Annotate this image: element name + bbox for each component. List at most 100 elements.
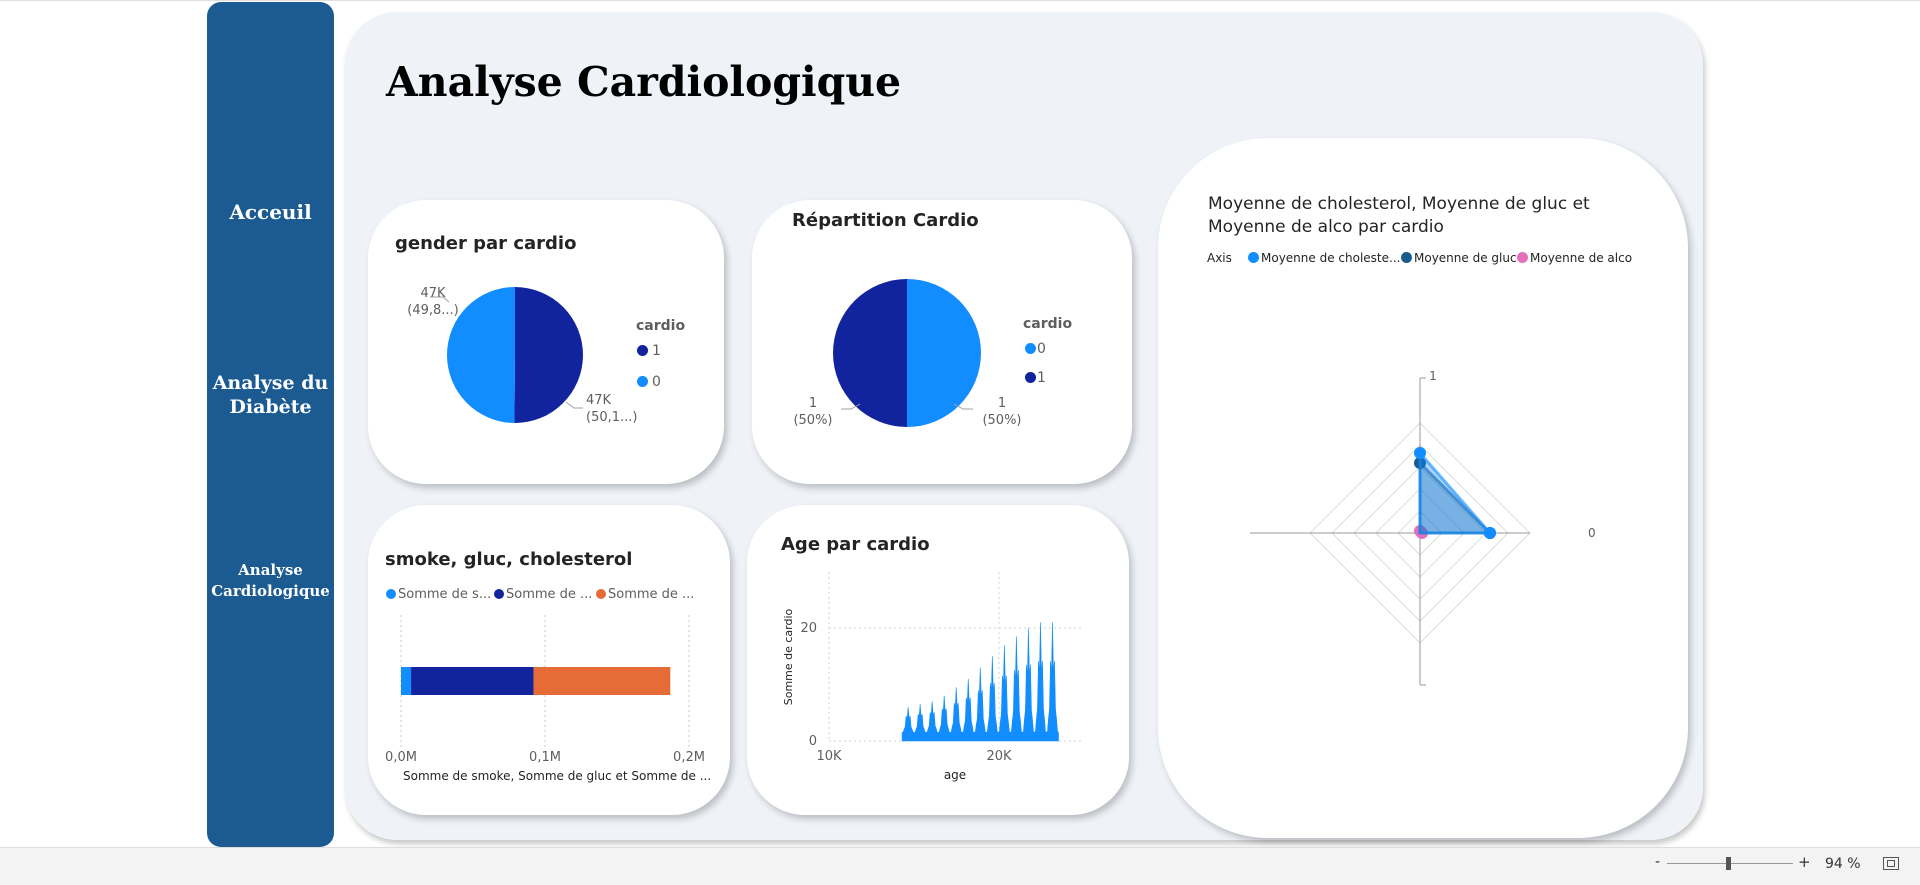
zoom-in-button[interactable]: +: [1798, 853, 1811, 871]
radar-title: Moyenne de cholesterol, Moyenne de gluc …: [1208, 193, 1648, 239]
age-x-axis-title: age: [944, 768, 966, 782]
status-bar: [0, 847, 1920, 885]
nav-analyse-diabete[interactable]: Analyse du Diabète: [207, 371, 334, 419]
zoom-out-button[interactable]: -: [1655, 854, 1661, 870]
radar-title-line1: Moyenne de cholesterol, Moyenne de gluc …: [1208, 194, 1590, 214]
gender-label-left: 47K (49,8...): [398, 285, 468, 319]
nav-acceuil[interactable]: Acceuil: [207, 200, 334, 224]
repartition-label-right-pct: (50%): [982, 413, 1022, 428]
repartition-label-left-value: 1: [808, 396, 818, 411]
gender-legend-title: cardio: [636, 318, 686, 334]
gender-legend-label-1: 1: [652, 343, 661, 359]
radar-axis-label-right: 0: [1588, 526, 1596, 540]
gender-slice-0[interactable]: [447, 287, 515, 423]
window-top-border: [0, 0, 1920, 1]
radar-point[interactable]: [1414, 447, 1426, 459]
repartition-legend-label-0: 0: [1037, 341, 1046, 357]
legend-dot: [1025, 372, 1036, 383]
smoke-bar-card[interactable]: [368, 505, 730, 815]
nav-acceuil-label: Acceuil: [229, 200, 312, 224]
smoke-bar-chart[interactable]: 0,0M 0,1M 0,2M: [380, 615, 720, 795]
radar-legend-axis: Axis: [1207, 251, 1232, 265]
repartition-label-right-value: 1: [997, 396, 1007, 411]
gender-slice-1[interactable]: [514, 287, 584, 423]
legend-dot: [637, 345, 648, 356]
smoke-legend-label-2: Somme de ...: [506, 587, 593, 602]
repartition-pie-title: Répartition Cardio: [792, 210, 979, 231]
repartition-leader-right: [953, 403, 973, 410]
gender-label-right-pct: (50,1...): [586, 410, 638, 425]
fit-to-page-icon-inner: [1887, 860, 1895, 867]
age-area-chart[interactable]: 20 0 10K 20K age Somme de cardio: [770, 565, 1090, 795]
x-tick-label-1: 0,1M: [529, 750, 561, 765]
age-area-title: Age par cardio: [781, 534, 930, 555]
smoke-legend-item-2[interactable]: Somme de ...: [494, 587, 592, 602]
radar-axis-label-top: 1: [1429, 369, 1437, 383]
zoom-slider-thumb[interactable]: [1726, 857, 1732, 870]
sidebar-nav: Acceuil Analyse du Diabète Analyse Cardi…: [207, 2, 334, 847]
smoke-legend-item-1[interactable]: Somme de s...: [386, 587, 491, 602]
repartition-label-left: 1 (50%): [793, 395, 833, 429]
repartition-legend-title: cardio: [1023, 316, 1073, 332]
bar-segment-gluc[interactable]: [411, 667, 534, 695]
repartition-label-left-pct: (50%): [793, 413, 833, 428]
zoom-level: 94 %: [1825, 856, 1861, 872]
bar-segment-smoke[interactable]: [401, 667, 412, 695]
gender-pie-chart[interactable]: [430, 280, 590, 430]
legend-dot: [637, 376, 648, 387]
x-tick-label-0: 0,0M: [385, 750, 417, 765]
gender-legend-item-0[interactable]: 0: [637, 374, 661, 390]
smoke-legend-item-3[interactable]: Somme de ...: [596, 587, 694, 602]
radar-legend-label-gluc: Moyenne de gluc: [1414, 251, 1517, 265]
legend-dot: [596, 589, 606, 599]
nav-analyse-cardiologique-line1: Analyse: [238, 561, 303, 579]
repartition-legend-item-0[interactable]: 0: [1025, 341, 1046, 357]
smoke-legend-label-3: Somme de ...: [608, 587, 695, 602]
radar-legend-label-alco: Moyenne de alco: [1530, 251, 1633, 265]
smoke-legend-label-1: Somme de s...: [398, 587, 492, 602]
gender-legend-item-1[interactable]: 1: [637, 343, 661, 359]
radar-legend-item-cholesterol[interactable]: Moyenne de choleste...: [1248, 251, 1400, 265]
nav-analyse-cardiologique[interactable]: Analyse Cardiologique: [207, 560, 334, 602]
nav-analyse-diabete-line2: Diabète: [229, 396, 312, 418]
legend-dot: [1248, 252, 1259, 263]
radar-legend-item-alco[interactable]: Moyenne de alco: [1517, 251, 1632, 265]
radar-series[interactable]: [1414, 447, 1496, 539]
gender-label-left-pct: (49,8...): [407, 303, 459, 318]
legend-dot: [386, 589, 396, 599]
y-tick-20: 20: [800, 621, 817, 636]
radar-card[interactable]: [1158, 138, 1688, 838]
bar-segment-cholesterol[interactable]: [533, 667, 671, 695]
legend-dot: [1401, 252, 1412, 263]
age-area-series[interactable]: [901, 622, 1059, 742]
gender-legend-label-0: 0: [652, 374, 661, 390]
radar-legend-item-gluc[interactable]: Moyenne de gluc: [1401, 251, 1517, 265]
nav-analyse-diabete-line1: Analyse du: [212, 372, 329, 394]
radar-series-shape[interactable]: [1418, 449, 1494, 535]
repartition-slice-0[interactable]: [907, 279, 981, 427]
radar-point[interactable]: [1484, 527, 1496, 539]
gender-leader-right: [565, 401, 583, 409]
legend-dot: [494, 589, 504, 599]
smoke-bar-title: smoke, gluc, cholesterol: [385, 549, 633, 570]
nav-analyse-cardiologique-line2: Cardiologique: [211, 582, 330, 600]
radar-title-line2: Moyenne de alco par cardio: [1208, 217, 1444, 237]
smoke-x-axis-title: Somme de smoke, Somme de gluc et Somme d…: [403, 769, 712, 783]
legend-dot: [1025, 343, 1036, 354]
repartition-slice-1[interactable]: [833, 279, 907, 427]
fit-to-page-icon[interactable]: [1883, 857, 1899, 870]
x-tick-20k: 20K: [986, 749, 1012, 764]
repartition-legend-item-1[interactable]: 1: [1025, 370, 1046, 386]
repartition-leader-left: [841, 403, 861, 410]
gender-pie-title: gender par cardio: [395, 233, 577, 254]
gender-leader-left: [430, 296, 450, 303]
radar-chart[interactable]: 1 0: [1250, 369, 1610, 690]
x-tick-10k: 10K: [816, 749, 842, 764]
radar-legend-label-cholesterol: Moyenne de choleste...: [1261, 251, 1401, 265]
repartition-pie-chart[interactable]: [832, 278, 982, 428]
legend-dot: [1517, 252, 1528, 263]
repartition-legend-label-1: 1: [1037, 370, 1046, 386]
x-tick-label-2: 0,2M: [673, 750, 705, 765]
y-tick-0: 0: [809, 734, 817, 749]
age-area-card[interactable]: [747, 505, 1129, 815]
